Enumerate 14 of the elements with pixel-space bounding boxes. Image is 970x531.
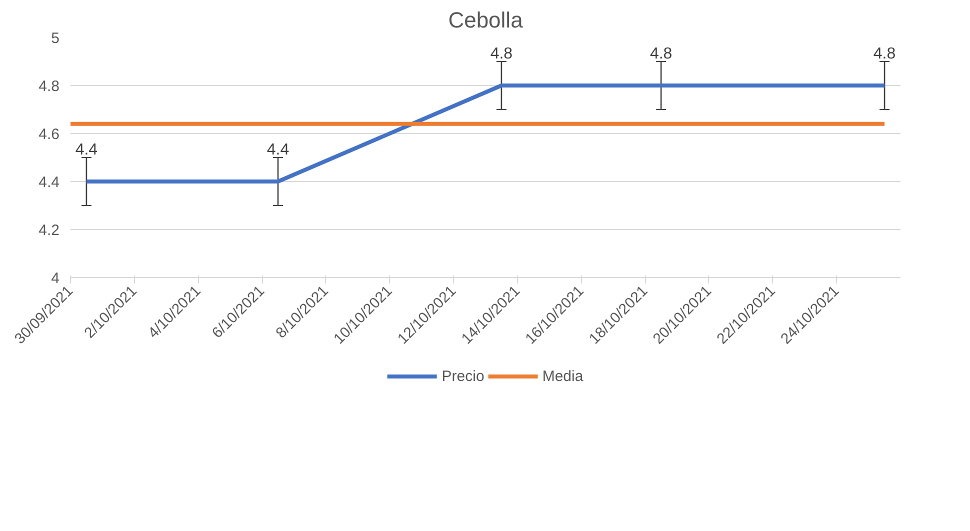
data-label: 4.4 bbox=[266, 142, 290, 158]
data-label: 4.4 bbox=[75, 142, 98, 158]
y-tick-label: 4.8 bbox=[38, 78, 60, 95]
data-label: 4.8 bbox=[873, 46, 896, 62]
chart-title: Cebolla bbox=[448, 8, 524, 32]
y-tick-label: 4.2 bbox=[38, 222, 60, 239]
y-tick-label: 4 bbox=[51, 270, 60, 287]
data-label: 4.8 bbox=[650, 46, 672, 62]
legend-label: Precio bbox=[442, 368, 484, 384]
data-label: 4.8 bbox=[490, 46, 513, 62]
y-tick-label: 4.6 bbox=[38, 126, 60, 143]
legend-label: Media bbox=[542, 368, 584, 384]
y-tick-label: 4.4 bbox=[38, 174, 60, 191]
y-tick-label: 5 bbox=[51, 30, 60, 47]
